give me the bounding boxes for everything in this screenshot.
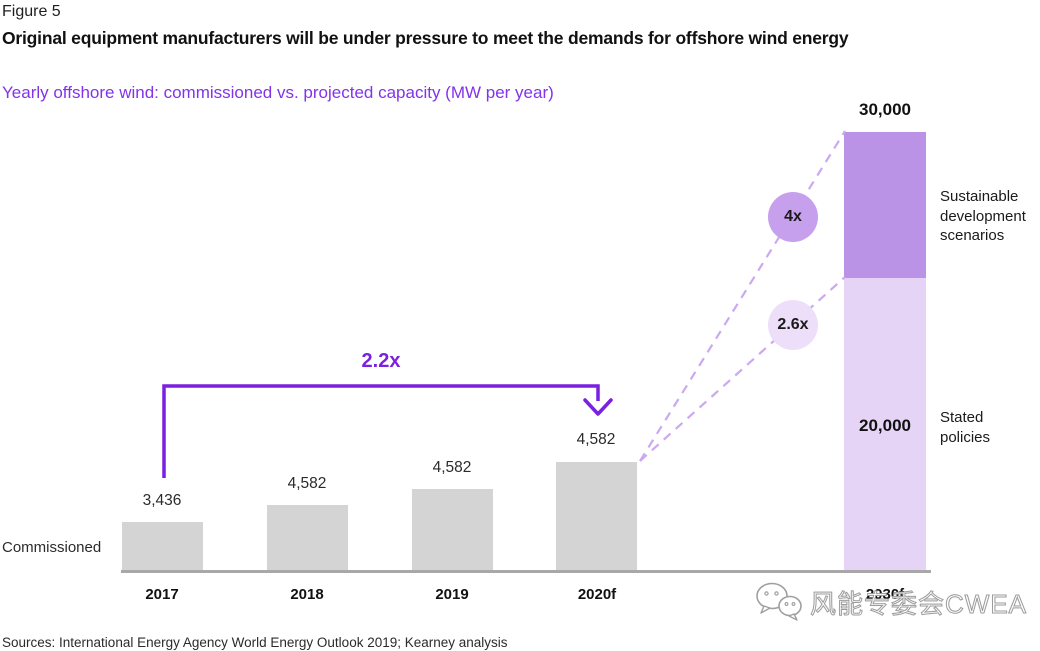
chart-title: Yearly offshore wind: commissioned vs. p… <box>2 83 554 102</box>
bar-2017 <box>122 522 203 572</box>
x-label-2017: 2017 <box>145 586 179 603</box>
figure-number: Figure 5 <box>2 3 61 20</box>
multiplier-2-2x: 2.2x <box>361 350 401 372</box>
bar-2020f <box>556 462 637 572</box>
bar-2019 <box>412 489 493 572</box>
x-label-2020f: 2020f <box>577 586 617 603</box>
dashed-line-stated <box>639 276 846 462</box>
value-label-2019: 4,582 <box>432 459 472 476</box>
multiplier-2-6x-badge: 2.6x <box>768 300 818 350</box>
x-label-2030f: 2030f <box>865 586 905 603</box>
value-label-2020f: 4,582 <box>576 431 616 448</box>
series-label-commissioned: Commissioned <box>2 539 102 556</box>
bar-segment-sustainable <box>844 132 926 278</box>
dashed-line-sustainable <box>639 130 846 462</box>
bar-segment-stated <box>844 278 926 572</box>
bar-2030f <box>844 132 926 572</box>
value-label-30000: 30,000 <box>859 100 911 119</box>
arrowhead-down-icon <box>583 398 613 416</box>
x-label-2019: 2019 <box>435 586 469 603</box>
sources-note: Sources: International Energy Agency Wor… <box>2 635 508 650</box>
legend-stated-policies: Stated policies <box>940 409 991 446</box>
value-label-2018: 4,582 <box>287 475 327 492</box>
figure-headline: Original equipment manufacturers will be… <box>2 28 849 48</box>
bar-2018 <box>267 505 348 572</box>
value-label-2017: 3,436 <box>142 492 182 509</box>
wechat-bubbles-icon <box>756 582 802 621</box>
watermark: 风能专委会CWEA <box>752 581 1027 623</box>
value-label-20000: 20,000 <box>859 416 911 435</box>
bracket-arrow-line <box>162 384 600 478</box>
x-axis-line <box>121 570 931 573</box>
x-label-2018: 2018 <box>290 586 324 603</box>
legend-sustainable-scenarios: Sustainable development scenarios <box>940 188 1026 244</box>
watermark-text: 风能专委会CWEA <box>809 588 1028 619</box>
multiplier-4x-badge: 4x <box>768 192 818 242</box>
